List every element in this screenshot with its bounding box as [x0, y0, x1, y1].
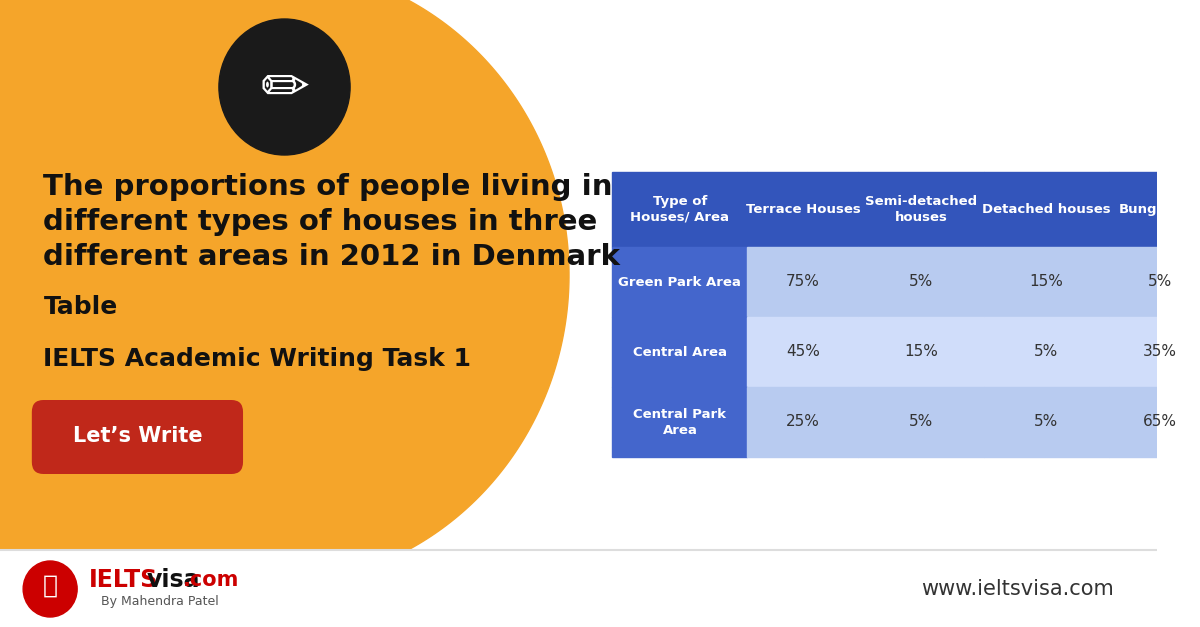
Bar [984, 172, 1109, 247]
Text: 25%: 25% [786, 414, 820, 429]
Bar [984, 387, 1109, 457]
Text: 75%: 75% [786, 275, 820, 290]
Text: different types of houses in three: different types of houses in three [43, 208, 598, 236]
Circle shape [22, 559, 79, 619]
Text: Central Park
Area: Central Park Area [634, 408, 726, 436]
Text: Detached houses: Detached houses [982, 203, 1111, 216]
Bar [858, 387, 984, 457]
Bar [748, 247, 858, 317]
Text: 5%: 5% [908, 414, 934, 429]
Text: 5%: 5% [1147, 275, 1172, 290]
Bar [1109, 172, 1200, 247]
Circle shape [23, 561, 77, 617]
Text: 15%: 15% [1030, 275, 1063, 290]
Bar [748, 317, 858, 387]
Text: Central Area: Central Area [632, 345, 727, 359]
Bar [858, 172, 984, 247]
Text: visa: visa [146, 568, 200, 592]
Bar [612, 247, 748, 317]
Bar [1109, 387, 1200, 457]
Text: different areas in 2012 in Denmark: different areas in 2012 in Denmark [43, 243, 620, 271]
Bar [984, 317, 1109, 387]
Text: IELTS Academic Writing Task 1: IELTS Academic Writing Task 1 [43, 347, 472, 371]
Text: 5%: 5% [1034, 414, 1058, 429]
Text: Let’s Write: Let’s Write [73, 426, 203, 446]
Text: 35%: 35% [1142, 344, 1177, 359]
Text: Type of
Houses/ Area: Type of Houses/ Area [630, 195, 730, 224]
Bar [748, 172, 858, 247]
Text: www.ieltsvisa.com: www.ieltsvisa.com [922, 579, 1114, 599]
Bar [612, 387, 748, 457]
Polygon shape [0, 0, 569, 585]
Text: .com: .com [184, 570, 240, 590]
Text: The proportions of people living in: The proportions of people living in [43, 173, 613, 201]
Text: Terrace Houses: Terrace Houses [745, 203, 860, 216]
Text: Table: Table [43, 295, 118, 319]
Text: 🎓: 🎓 [43, 574, 58, 598]
Text: Green Park Area: Green Park Area [618, 275, 742, 288]
Circle shape [218, 19, 350, 155]
Text: IELTS: IELTS [89, 568, 158, 592]
Bar [1109, 317, 1200, 387]
Bar [612, 172, 748, 247]
Text: 5%: 5% [1034, 344, 1058, 359]
Text: Semi-detached
houses: Semi-detached houses [865, 195, 977, 224]
Bar [984, 247, 1109, 317]
Text: 65%: 65% [1142, 414, 1177, 429]
Bar [748, 387, 858, 457]
Bar [0, 550, 1157, 627]
Bar [858, 247, 984, 317]
Bar [612, 317, 748, 387]
Text: 45%: 45% [786, 344, 820, 359]
Text: 15%: 15% [904, 344, 938, 359]
Bar [1109, 247, 1200, 317]
FancyBboxPatch shape [32, 400, 244, 474]
Text: ✏: ✏ [260, 60, 308, 117]
Text: Bungalows: Bungalows [1118, 203, 1200, 216]
Bar [858, 317, 984, 387]
Text: 5%: 5% [908, 275, 934, 290]
Text: By Mahendra Patel: By Mahendra Patel [101, 596, 220, 608]
